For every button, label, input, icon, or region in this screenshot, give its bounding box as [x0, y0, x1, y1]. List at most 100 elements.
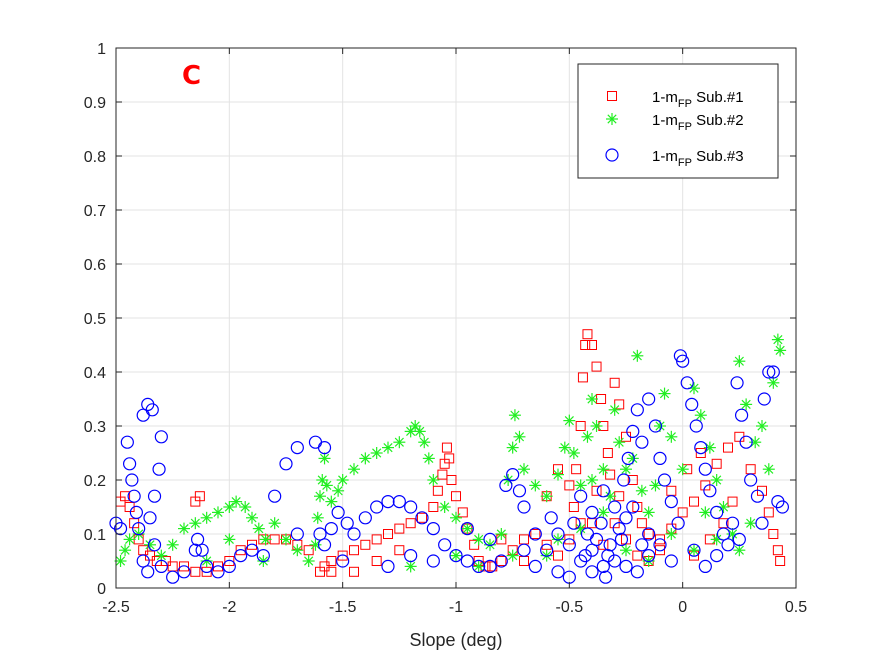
- data-point: [383, 529, 393, 539]
- data-point: [404, 548, 418, 563]
- data-point: [710, 505, 724, 520]
- data-point: [553, 550, 563, 561]
- data-point: [496, 556, 507, 566]
- data-point: [517, 543, 531, 557]
- data-point: [601, 548, 615, 563]
- data-point: [245, 543, 259, 557]
- data-point: [581, 430, 594, 443]
- data-point: [179, 561, 189, 572]
- legend-entry-1: 1-mFP Sub.#1: [652, 89, 744, 110]
- data-point: [699, 506, 712, 519]
- data-point: [166, 570, 180, 584]
- data-point: [349, 566, 359, 577]
- y-tick-label: 0.7: [84, 203, 106, 220]
- data-point: [337, 550, 348, 561]
- legend-entry-2: 1-mFP Sub.#2: [652, 112, 744, 133]
- x-tick-label: 0: [678, 599, 687, 616]
- data-point: [710, 548, 724, 563]
- data-point: [461, 522, 474, 535]
- data-point: [230, 495, 243, 508]
- data-point: [223, 501, 236, 513]
- data-point: [201, 566, 212, 577]
- data-point: [694, 441, 708, 455]
- y-tick-label: 0: [97, 581, 106, 598]
- data-point: [311, 511, 324, 524]
- data-point: [591, 361, 602, 372]
- data-point: [689, 419, 703, 433]
- data-point: [506, 549, 519, 562]
- data-point: [290, 527, 304, 541]
- data-point: [664, 495, 678, 509]
- data-point: [252, 522, 265, 535]
- data-point: [635, 484, 648, 497]
- data-point: [256, 548, 270, 563]
- data-point: [279, 457, 293, 471]
- data-point: [571, 464, 582, 475]
- data-point: [381, 495, 395, 509]
- data-point: [756, 420, 768, 432]
- data-point: [551, 527, 565, 541]
- data-point: [614, 532, 629, 547]
- data-point: [472, 560, 485, 573]
- data-point: [727, 496, 738, 507]
- data-point: [585, 543, 599, 557]
- data-point: [178, 522, 190, 535]
- data-point: [113, 521, 128, 536]
- data-point: [326, 566, 337, 577]
- data-point: [750, 489, 765, 503]
- data-point: [596, 484, 610, 498]
- data-point: [574, 489, 588, 503]
- data-point: [603, 538, 617, 552]
- y-tick-label: 0.4: [84, 365, 106, 382]
- legend-entry-2-subscript: FP: [678, 121, 692, 133]
- data-point: [568, 502, 579, 512]
- data-point: [324, 521, 338, 536]
- data-point: [359, 452, 372, 465]
- legend-entry-1-suffix: Sub.#1: [692, 89, 744, 106]
- data-point: [129, 505, 143, 520]
- data-point: [155, 549, 168, 562]
- data-point: [653, 538, 667, 552]
- legend-entry-1-main: 1-m: [652, 89, 678, 106]
- data-point: [404, 500, 418, 514]
- data-point: [314, 490, 326, 503]
- data-point: [506, 468, 520, 482]
- data-point: [544, 511, 558, 525]
- data-point: [657, 473, 672, 487]
- data-point: [438, 538, 452, 552]
- data-point: [676, 463, 689, 476]
- data-point: [145, 403, 159, 417]
- data-point: [632, 550, 643, 561]
- data-point: [551, 565, 565, 579]
- data-point: [332, 484, 345, 497]
- data-point: [336, 554, 350, 568]
- data-point: [540, 543, 554, 557]
- data-point: [540, 549, 553, 562]
- data-point: [655, 534, 665, 545]
- data-point: [154, 430, 168, 444]
- data-point: [621, 451, 635, 465]
- data-point: [732, 532, 746, 547]
- data-point: [427, 474, 440, 486]
- data-point: [620, 463, 632, 476]
- data-point: [733, 355, 746, 368]
- data-point: [340, 516, 354, 530]
- data-point: [320, 479, 333, 492]
- data-point: [721, 538, 735, 552]
- data-point: [188, 543, 202, 557]
- data-point: [517, 500, 531, 514]
- data-point: [418, 436, 431, 449]
- data-point: [744, 517, 757, 530]
- legend: 1-mFP Sub.#1 1-mFP Sub.#2 1-mFP Sub.#3: [577, 63, 779, 179]
- data-point: [446, 475, 457, 485]
- data-point: [739, 435, 753, 449]
- data-point: [450, 511, 462, 524]
- data-point: [602, 448, 613, 458]
- data-point: [494, 554, 508, 568]
- data-point: [626, 424, 640, 438]
- data-point: [585, 565, 599, 579]
- x-tick-label: -0.5: [556, 599, 584, 616]
- data-point: [417, 512, 427, 523]
- data-point: [643, 529, 654, 539]
